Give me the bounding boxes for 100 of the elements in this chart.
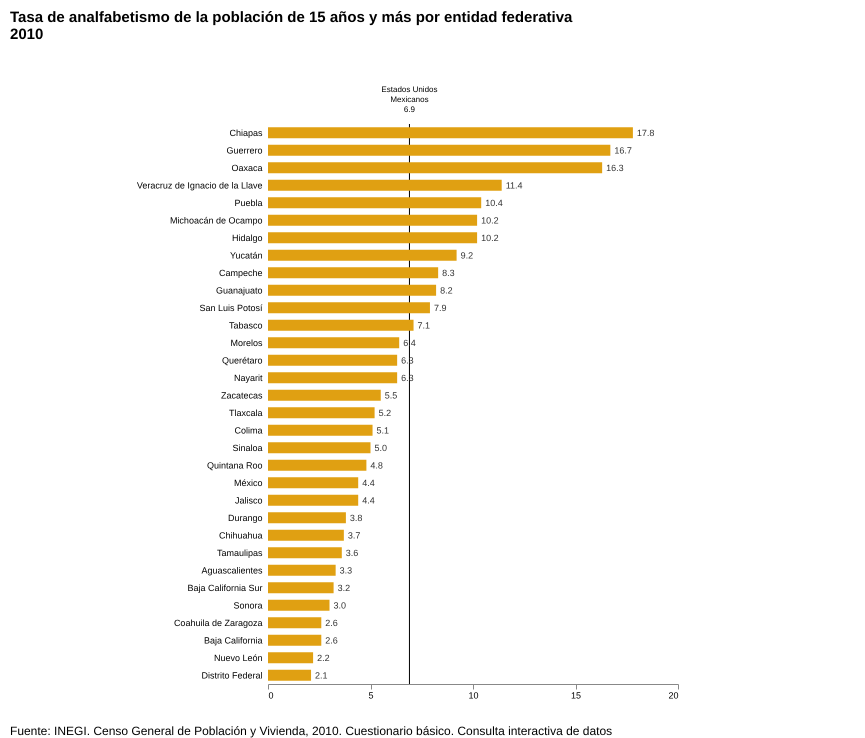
data-label: 5.1: [376, 425, 390, 436]
y-tick-label: Zacatecas: [220, 390, 263, 400]
data-label: 16.7: [614, 145, 632, 156]
y-tick-label: Tamaulipas: [216, 548, 263, 558]
y-tick-label: Oaxaca: [231, 162, 262, 173]
bar: [268, 477, 358, 488]
data-label: 10.4: [485, 198, 503, 208]
bar: [268, 284, 436, 296]
y-tick-label: Veracruz de Ignacio de la Llave: [136, 180, 262, 190]
y-tick-label: Colima: [234, 425, 262, 436]
y-tick-label: Baja California: [204, 635, 262, 646]
y-tick-label: Yucatán: [230, 250, 262, 260]
bar: [268, 582, 334, 594]
y-tick-label: Jalisco: [234, 495, 262, 506]
data-label: 2.6: [325, 618, 338, 628]
data-label: 3.6: [346, 548, 358, 558]
y-tick-label: Aguascalientes: [201, 565, 263, 576]
data-label: 2.2: [317, 652, 330, 663]
bar: [268, 250, 457, 261]
bar: [268, 670, 312, 681]
y-tick-label: San Luis Potosí: [199, 302, 263, 313]
data-label: 3.2: [338, 582, 350, 593]
bar: [268, 564, 336, 576]
bar: [268, 390, 381, 401]
bar: [268, 617, 322, 628]
data-label: 4.4: [362, 478, 375, 488]
y-tick-label: Campeche: [218, 268, 262, 278]
bar: [268, 652, 314, 664]
y-tick-label: Quintana Roo: [206, 460, 262, 470]
bar: [268, 267, 438, 278]
bar: [268, 460, 366, 471]
y-tick-label: Sonora: [233, 600, 262, 610]
bar: [268, 442, 370, 454]
bar: [268, 337, 400, 348]
data-label: 5.5: [384, 390, 398, 400]
bar: [268, 144, 610, 156]
bar: [268, 232, 478, 244]
bar: [268, 320, 414, 331]
y-tick-label: Chihuahua: [218, 530, 262, 540]
y-tick-label: Tabasco: [228, 320, 262, 330]
bar: [268, 127, 633, 138]
bar: [268, 634, 322, 646]
data-label: 5.0: [374, 442, 388, 453]
y-tick-label: Puebla: [234, 198, 262, 208]
y-tick-label: Chiapas: [229, 128, 263, 138]
x-tick-label: 5: [368, 690, 374, 700]
bar: [268, 180, 502, 191]
y-tick-label: Hidalgo: [232, 232, 262, 243]
data-label: 11.4: [506, 180, 523, 190]
bar: [268, 354, 398, 366]
y-tick-label: Guerrero: [226, 145, 262, 156]
bar: [268, 600, 330, 611]
y-tick-label: Coahuila de Zaragoza: [174, 618, 262, 628]
bar: [268, 372, 398, 384]
data-label: 3.7: [348, 530, 360, 540]
data-label: 10.2: [481, 215, 499, 226]
y-tick-label: Michoacán de Ocampo: [170, 215, 262, 226]
data-label: 8.3: [442, 268, 455, 278]
y-tick-label: Tlaxcala: [228, 408, 262, 418]
y-tick-label: Nayarit: [234, 372, 263, 383]
data-label: 10.2: [481, 232, 499, 243]
y-tick-label: Distrito Federal: [201, 670, 262, 680]
x-tick-label: 20: [668, 690, 678, 700]
data-label: 4.4: [362, 495, 375, 506]
source-note: Fuente: INEGI. Censo General de Población y Vivienda, 2010. Cuestionario básico. Consulta interactiva de datos: [10, 724, 612, 738]
data-label: 3.0: [334, 600, 346, 610]
x-tick-label: 15: [570, 690, 582, 700]
data-label: 7.1: [418, 320, 430, 330]
bar: [268, 494, 358, 506]
y-tick-label: Baja California Sur: [187, 582, 262, 593]
data-label: 2.6: [325, 635, 338, 646]
chart-title: Tasa de analfabetismo de la población de 15 años y más por entidad federativa 2010: [10, 9, 574, 43]
bar: [268, 302, 430, 314]
bar: [268, 424, 373, 436]
bar: [268, 162, 602, 174]
y-tick-label: Nuevo León: [214, 652, 262, 663]
data-label: 17.8: [636, 128, 654, 138]
y-tick-label: México: [234, 478, 262, 488]
bar: [268, 512, 346, 524]
data-label: 8.2: [440, 285, 453, 296]
bar: [268, 407, 375, 418]
bar: [268, 530, 344, 541]
y-tick-label: Sinaloa: [232, 442, 262, 453]
data-label: 16.3: [606, 162, 624, 173]
ref-line-label: Estados Unidos Mexicanos 6.9: [381, 85, 438, 114]
bar: [268, 214, 478, 226]
data-label: 3.3: [340, 565, 352, 576]
data-label: 5.2: [378, 408, 392, 418]
data-label: 2.1: [315, 670, 328, 680]
y-tick-label: Morelos: [230, 338, 263, 348]
y-tick-label: Durango: [228, 512, 262, 523]
y-tick-label: Querétaro: [222, 355, 262, 366]
data-label: 9.2: [460, 250, 474, 260]
x-tick-label: 0: [268, 690, 274, 700]
bar: [268, 197, 482, 208]
data-label: 4.8: [370, 460, 383, 470]
y-tick-label: Guanajuato: [216, 285, 262, 296]
bar: [268, 547, 342, 558]
x-tick-label: 10: [468, 690, 479, 700]
data-label: 3.8: [350, 512, 362, 523]
